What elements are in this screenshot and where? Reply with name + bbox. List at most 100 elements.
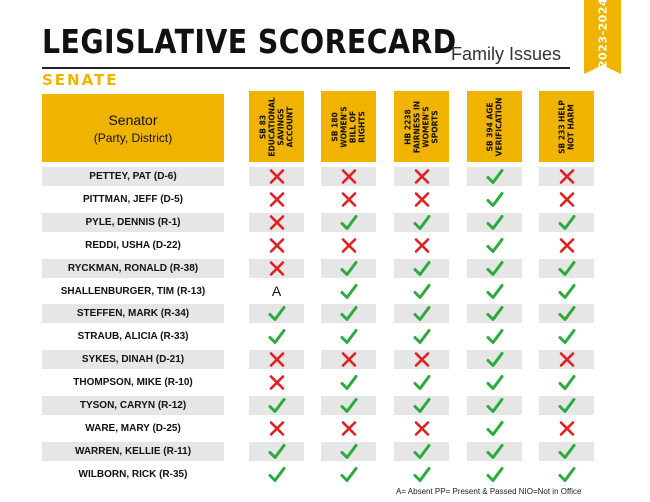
vote-cell: [394, 190, 449, 209]
x-icon: [559, 352, 574, 367]
check-icon: [486, 375, 503, 391]
check-icon: [413, 375, 430, 391]
check-icon: [413, 283, 430, 299]
check-icon: [558, 398, 575, 413]
x-icon: [414, 421, 429, 436]
vote-text: A: [271, 283, 282, 299]
vote-cell: [467, 396, 522, 415]
x-icon: [559, 192, 574, 207]
vote-cell: [467, 327, 522, 346]
x-icon: [269, 214, 284, 230]
vote-cell: [321, 304, 376, 324]
vote-cell: [467, 167, 522, 186]
vote-cell: [249, 190, 304, 209]
vote-cell: [249, 419, 304, 438]
vote-cell: [394, 236, 449, 255]
table-row: RYCKMAN, RONALD (R-38): [0, 258, 650, 278]
senator-header-label: Senator: [108, 111, 158, 128]
x-icon: [414, 237, 429, 253]
senator-name: PITTMAN, JEFF (D-5): [83, 193, 183, 205]
vote-cell: [249, 396, 304, 415]
check-icon: [486, 306, 503, 322]
vote-cell: [321, 258, 376, 278]
check-icon: [558, 329, 575, 345]
vote-cell: [467, 190, 522, 209]
vote-cell: [539, 258, 594, 278]
check-icon: [486, 169, 503, 184]
vote-cell: [394, 465, 449, 484]
vote-cell: [467, 419, 522, 438]
vote-cell: [249, 441, 304, 461]
table-row: PETTEY, PAT (D-6): [0, 167, 650, 186]
vote-cell: A: [249, 282, 304, 301]
vote-cell: [467, 465, 522, 484]
vote-cell: [321, 212, 376, 232]
check-icon: [486, 398, 503, 413]
vote-cell: [321, 441, 376, 461]
senator-name: RYCKMAN, RONALD (R-38): [42, 258, 224, 278]
bill-header-label: SB 180 WOMEN'S BILL OF RIGHTS: [330, 105, 367, 148]
table-row: PITTMAN, JEFF (D-5): [0, 190, 650, 209]
check-icon: [340, 443, 357, 459]
check-icon: [486, 466, 503, 482]
x-icon: [414, 169, 429, 184]
vote-cell: [249, 465, 304, 484]
vote-cell: [539, 441, 594, 461]
page-subtitle: Family Issues: [451, 44, 562, 64]
x-icon: [341, 421, 356, 436]
vote-cell: [394, 396, 449, 415]
x-icon: [269, 260, 284, 276]
vote-cell: [539, 373, 594, 392]
vote-cell: [249, 212, 304, 232]
vote-cell: [394, 167, 449, 186]
section-label: SENATE: [42, 71, 119, 89]
check-icon: [486, 237, 503, 253]
x-icon: [341, 237, 356, 253]
vote-cell: [321, 465, 376, 484]
senator-name: PYLE, DENNIS (R-1): [42, 212, 224, 232]
vote-cell: [467, 236, 522, 255]
vote-cell: [249, 350, 304, 370]
check-icon: [413, 466, 430, 482]
vote-cell: [394, 373, 449, 392]
check-icon: [486, 420, 503, 436]
vote-cell: [467, 441, 522, 461]
year-ribbon: 2023-2024: [584, 0, 621, 74]
x-icon: [559, 421, 574, 436]
vote-cell: [539, 350, 594, 370]
title-divider: [42, 67, 570, 69]
vote-cell: [321, 167, 376, 186]
x-icon: [269, 237, 284, 253]
bill-header-label: HB 2238 FAIRNESS IN WOMEN'S SPORTS: [403, 100, 440, 153]
senator-name: WILBORN, RICK (R-35): [78, 468, 188, 480]
table-row: THOMPSON, MIKE (R-10): [0, 373, 650, 392]
vote-cell: [539, 304, 594, 324]
x-icon: [341, 192, 356, 207]
check-icon: [558, 260, 575, 276]
vote-cell: [394, 441, 449, 461]
year-label: 2023-2024: [596, 0, 609, 69]
vote-cell: [467, 350, 522, 370]
table-row: REDDI, USHA (D-22): [0, 236, 650, 255]
check-icon: [413, 260, 430, 276]
vote-cell: [467, 373, 522, 392]
check-icon: [413, 329, 430, 345]
vote-cell: [249, 304, 304, 324]
senator-name: THOMPSON, MIKE (R-10): [73, 377, 193, 389]
check-icon: [486, 329, 503, 345]
vote-cell: [394, 304, 449, 324]
bill-header-label: SB 394 AGE VERIFICATION: [485, 97, 504, 156]
check-icon: [340, 398, 357, 413]
x-icon: [414, 192, 429, 207]
legend-footnote: A= Absent PP= Present & Passed NIO=Not i…: [396, 487, 582, 496]
check-icon: [268, 306, 285, 322]
vote-cell: [394, 327, 449, 346]
vote-cell: [394, 258, 449, 278]
x-icon: [559, 237, 574, 253]
table-row: STRAUB, ALICIA (R-33): [0, 327, 650, 346]
vote-cell: [467, 282, 522, 301]
check-icon: [340, 375, 357, 391]
vote-cell: [249, 258, 304, 278]
senator-name: PETTEY, PAT (D-6): [42, 167, 224, 186]
table-row: WARE, MARY (D-25): [0, 419, 650, 438]
